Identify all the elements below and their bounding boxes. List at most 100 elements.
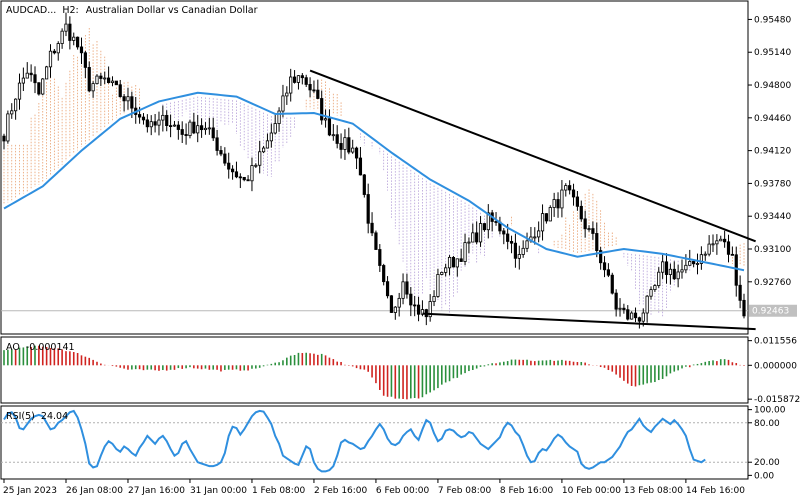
candle xyxy=(459,248,463,263)
symbol-description: Australian Dollar vs Canadian Dollar xyxy=(86,5,258,16)
time-tick-label: 26 Jan 08:00 xyxy=(66,486,123,496)
candle xyxy=(141,113,146,125)
candle xyxy=(76,36,80,50)
candle xyxy=(269,123,273,148)
candle xyxy=(227,152,231,179)
candle xyxy=(110,76,115,87)
candle xyxy=(184,123,188,145)
candle xyxy=(370,212,374,237)
candle xyxy=(238,173,242,189)
candle xyxy=(374,230,378,250)
candle xyxy=(265,133,270,149)
candle xyxy=(168,114,173,138)
candle xyxy=(513,233,518,268)
candle xyxy=(676,264,680,288)
trendline xyxy=(309,69,756,243)
candle xyxy=(107,66,111,84)
rsi-tick-label: 0.00 xyxy=(754,471,774,481)
candle xyxy=(199,118,204,138)
time-tick-label: 31 Jan 00:00 xyxy=(190,486,247,496)
candle xyxy=(153,113,157,133)
rsi-tick-label: 80.00 xyxy=(754,419,780,429)
rsi-path xyxy=(3,409,706,473)
candle xyxy=(564,183,568,197)
candle xyxy=(405,273,409,299)
candle xyxy=(277,107,281,132)
candle xyxy=(215,129,219,156)
candle xyxy=(668,263,672,285)
price-tick-label: 0.92760 xyxy=(754,278,791,288)
candle xyxy=(726,234,731,263)
candle xyxy=(556,192,560,218)
rsi-tick-label: 100.00 xyxy=(754,406,786,416)
candle xyxy=(583,210,587,238)
rsi-panel-frame xyxy=(0,405,749,480)
candle xyxy=(657,267,661,288)
candle xyxy=(463,233,467,266)
price-panel-frame xyxy=(0,0,749,335)
time-axis: 25 Jan 2023 26 Jan 08:00 27 Jan 16:00 31 Ja… xyxy=(3,479,745,496)
time-tick-label: 27 Jan 16:00 xyxy=(128,486,185,496)
candle xyxy=(622,303,626,314)
rsi-line xyxy=(1,409,748,473)
candle xyxy=(715,234,719,255)
candle xyxy=(145,114,149,133)
candle xyxy=(680,259,684,279)
candle xyxy=(645,295,649,323)
price-tick-label: 0.94800 xyxy=(754,81,791,91)
candle xyxy=(103,71,107,85)
candle xyxy=(95,74,99,85)
candle xyxy=(261,146,266,154)
candle xyxy=(664,253,669,284)
ao-title: AO -0.000141 xyxy=(6,342,75,353)
chart-title: AUDCAD... H2: Australian Dollar vs Canad… xyxy=(6,5,258,16)
candle xyxy=(602,256,607,278)
candle xyxy=(6,110,10,144)
price-tick-label: 0.95480 xyxy=(754,15,791,25)
candle xyxy=(292,70,297,84)
price-tick-label: 0.95140 xyxy=(754,48,791,58)
candle xyxy=(196,115,200,143)
candle xyxy=(64,12,68,37)
candle xyxy=(323,109,328,128)
candle xyxy=(358,146,363,176)
candle xyxy=(10,103,14,119)
rsi-value: 24.04 xyxy=(41,411,68,422)
candle xyxy=(211,117,215,141)
candle xyxy=(723,230,727,248)
ma-line xyxy=(3,91,745,272)
current-price-tag xyxy=(749,304,797,317)
candle xyxy=(397,292,401,317)
rsi-title: RSI(5) 24.04 xyxy=(6,411,68,422)
symbol-label: AUDCAD... xyxy=(6,5,56,16)
candle xyxy=(544,213,549,224)
candle xyxy=(126,87,130,110)
candle xyxy=(33,66,37,94)
time-tick-label: 6 Feb 00:00 xyxy=(376,486,430,496)
price-tick-label: 0.93780 xyxy=(754,179,791,189)
candle xyxy=(296,75,301,90)
candle xyxy=(637,316,641,329)
candle xyxy=(428,294,432,322)
candle xyxy=(354,146,359,170)
candle xyxy=(382,263,386,286)
candle xyxy=(711,234,715,252)
price-tick-label: 0.94120 xyxy=(754,147,791,157)
candle xyxy=(29,64,33,82)
candle xyxy=(21,67,25,91)
candle xyxy=(157,111,161,136)
moving-average xyxy=(3,91,745,272)
candle xyxy=(742,293,746,319)
candle xyxy=(219,145,223,157)
candle xyxy=(618,298,622,317)
candle xyxy=(614,289,618,317)
candle xyxy=(630,311,634,320)
candle xyxy=(440,271,444,276)
candle xyxy=(289,68,293,102)
candle xyxy=(699,246,703,270)
candle xyxy=(684,254,688,274)
time-tick-label: 13 Feb 08:00 xyxy=(624,486,683,496)
candle xyxy=(56,41,60,61)
candle xyxy=(707,235,711,257)
